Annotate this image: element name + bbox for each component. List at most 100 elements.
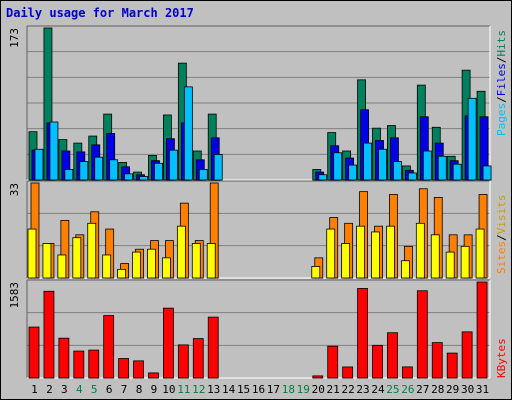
bar-sites-day-3	[57, 254, 67, 279]
legend-pages: Pages	[495, 103, 508, 136]
x-tick-label-11: 11	[177, 383, 190, 396]
bar-sites-day-24	[371, 231, 380, 279]
x-tick-label-15: 15	[237, 383, 250, 396]
x-tick-label-21: 21	[327, 383, 340, 396]
bar-pages-day-5	[94, 156, 104, 181]
bar-pages-day-22	[348, 164, 358, 181]
x-tick-label-20: 20	[312, 383, 325, 396]
x-tick-label-14: 14	[222, 383, 236, 396]
bar-sites-day-6	[102, 254, 112, 279]
bar-sites-day-25	[386, 225, 395, 279]
x-tick-label-2: 2	[46, 383, 53, 396]
bar-pages-day-3	[64, 169, 74, 181]
x-tick-label-5: 5	[91, 383, 98, 396]
x-tick-label-30: 30	[461, 383, 474, 396]
x-tick-label-29: 29	[446, 383, 459, 396]
bar-pages-day-23	[363, 142, 372, 181]
bar-kbytes-day-6	[103, 315, 115, 379]
bar-pages-day-6	[109, 159, 119, 181]
bar-sites-day-29	[445, 251, 455, 279]
bar-pages-day-10	[169, 149, 178, 181]
legend-files: Files	[495, 63, 508, 96]
x-tick-label-12: 12	[192, 383, 205, 396]
x-tick-label-27: 27	[416, 383, 429, 396]
legend-kbytes: KBytes	[495, 338, 508, 378]
legend-sep: /	[495, 57, 508, 64]
bar-kbytes-day-24	[372, 344, 383, 379]
x-tick-label-25: 25	[386, 383, 399, 396]
x-tick-label-10: 10	[162, 383, 175, 396]
y-axis-max-label-1: 173	[8, 28, 21, 48]
bar-sites-day-27	[415, 222, 425, 279]
x-tick-label-17: 17	[267, 383, 280, 396]
bar-sites-day-21	[326, 228, 336, 279]
bar-kbytes-day-2	[43, 290, 55, 379]
x-tick-label-1: 1	[31, 383, 38, 396]
bar-kbytes-day-7	[118, 358, 130, 379]
bar-kbytes-day-20	[312, 375, 324, 379]
legend-visits: Visits	[495, 195, 508, 235]
bar-pages-day-2	[49, 121, 59, 181]
bar-kbytes-day-5	[88, 349, 100, 379]
x-tick-label-9: 9	[151, 383, 158, 396]
bar-kbytes-day-1	[28, 326, 40, 379]
x-tick-label-7: 7	[121, 383, 128, 396]
legend-sep: /	[495, 234, 508, 241]
bar-kbytes-day-10	[163, 307, 174, 379]
bar-kbytes-day-4	[73, 350, 85, 379]
bar-kbytes-day-25	[387, 332, 398, 379]
x-tick-label-19: 19	[297, 383, 310, 396]
bar-kbytes-day-29	[446, 352, 458, 379]
bar-sites-day-28	[430, 234, 440, 279]
bar-kbytes-day-30	[461, 331, 473, 379]
x-tick-label-24: 24	[371, 383, 385, 396]
bar-sites-day-4	[72, 237, 82, 279]
bar-pages-day-28	[437, 155, 447, 181]
bar-kbytes-day-26	[401, 366, 413, 379]
x-tick-label-26: 26	[401, 383, 414, 396]
bar-sites-day-30	[460, 245, 470, 279]
bar-pages-day-25	[393, 161, 402, 181]
bar-kbytes-day-21	[327, 345, 339, 379]
x-tick-label-31: 31	[476, 383, 489, 396]
y-axis-max-label-3: 1583	[8, 282, 21, 309]
x-tick-label-28: 28	[431, 383, 444, 396]
bar-pages-day-13	[213, 154, 223, 181]
bar-sites-day-23	[356, 225, 365, 279]
bar-sites-day-9	[147, 248, 156, 279]
x-tick-label-16: 16	[252, 383, 265, 396]
bar-pages-day-20	[318, 174, 328, 181]
bar-kbytes-day-22	[342, 366, 354, 379]
legend-sites: Sites	[495, 241, 508, 274]
bar-pages-day-30	[467, 97, 477, 181]
x-tick-label-3: 3	[61, 383, 68, 396]
bar-pages-day-1	[34, 148, 44, 181]
x-tick-label-8: 8	[136, 383, 143, 396]
legend-middle: Sites/Visits	[495, 195, 508, 275]
bar-kbytes-day-23	[357, 288, 368, 379]
legend-top: Pages/Files/Hits	[495, 30, 508, 136]
bar-kbytes-day-3	[58, 337, 70, 379]
bar-sites-day-12	[191, 243, 201, 279]
bar-kbytes-day-11	[177, 344, 189, 379]
bar-pages-day-8	[139, 176, 148, 181]
legend-bottom: KBytes	[495, 338, 508, 378]
bar-kbytes-day-31	[476, 281, 488, 379]
bar-sites-day-22	[341, 243, 351, 279]
x-tick-label-4: 4	[76, 383, 83, 396]
bar-sites-day-13	[206, 243, 216, 279]
bar-sites-day-8	[132, 251, 141, 279]
bar-pages-day-24	[378, 148, 387, 181]
bar-pages-day-21	[333, 152, 343, 181]
bar-sites-day-11	[176, 225, 186, 279]
bar-pages-day-31	[482, 165, 492, 181]
x-tick-label-13: 13	[207, 383, 220, 396]
bar-sites-day-10	[162, 257, 171, 279]
bar-kbytes-day-13	[207, 316, 219, 379]
bar-pages-day-26	[407, 172, 417, 181]
bar-sites-day-7	[117, 268, 127, 279]
x-tick-label-23: 23	[356, 383, 369, 396]
bar-pages-day-9	[154, 162, 163, 181]
bar-sites-day-20	[311, 266, 321, 279]
